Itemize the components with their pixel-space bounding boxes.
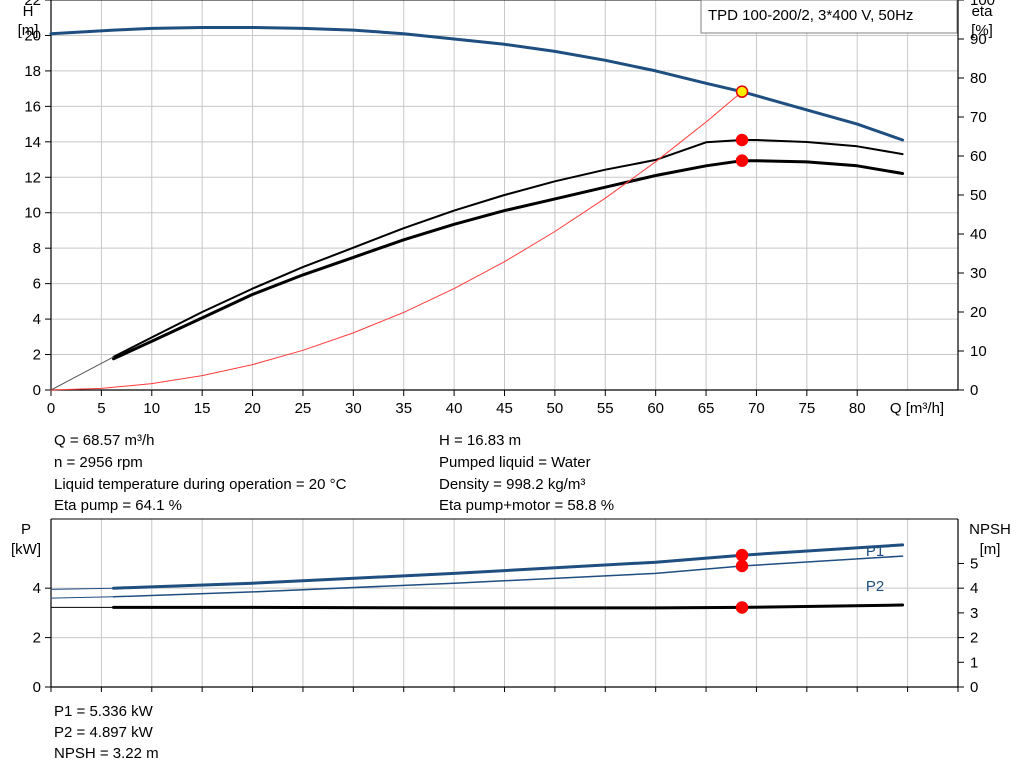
y-right-unit: [%] — [971, 22, 993, 39]
top-xtick-label: 60 — [647, 400, 664, 417]
info-main-line: Eta pump = 64.1 % — [54, 497, 182, 514]
top-ytick-left-label: 10 — [24, 205, 41, 222]
top-xtick-label: 55 — [597, 400, 614, 417]
top-xtick-label: 5 — [97, 400, 105, 417]
info-main-line: H = 16.83 m — [439, 432, 521, 449]
y-left-label: H — [23, 3, 34, 20]
top-ytick-right-label: 60 — [970, 148, 987, 165]
top-xtick-label: 50 — [547, 400, 564, 417]
top-ytick-left-label: 0 — [33, 382, 41, 399]
p-axis-label: P — [21, 521, 31, 538]
info-power-line: P2 = 4.897 kW — [54, 724, 154, 741]
top-ytick-right-label: 90 — [970, 31, 987, 48]
top-ytick-right-label: 10 — [970, 343, 987, 360]
top-ytick-right-label: 0 — [970, 382, 978, 399]
duty-point-p1 — [735, 548, 749, 562]
top-ytick-right-label: 70 — [970, 109, 987, 126]
p2-label: P2 — [866, 578, 884, 595]
y-left-unit: [m] — [18, 22, 39, 39]
top-xtick-label: 25 — [295, 400, 312, 417]
p-axis-unit: [kW] — [11, 541, 41, 558]
bottom-ytick-left-label: 0 — [33, 679, 41, 696]
duty-point-head — [735, 85, 749, 98]
p1-extension — [50, 587, 114, 590]
title-box — [700, 0, 958, 34]
eta-pump — [112, 139, 904, 358]
p1-curve — [112, 543, 905, 590]
top-ytick-right-label: 50 — [970, 187, 987, 204]
top-xtick-label: 0 — [47, 400, 55, 417]
top-ytick-right-label: 100 — [970, 0, 995, 9]
top-xtick-label: 15 — [194, 400, 211, 417]
top-ytick-left-label: 6 — [33, 276, 41, 293]
top-xtick-label: 40 — [446, 400, 463, 417]
top-ytick-right-label: 30 — [970, 265, 987, 282]
info-main-line: Liquid temperature during operation = 20… — [54, 476, 347, 493]
head-curve — [49, 26, 905, 142]
bottom-ytick-right-label: 3 — [970, 605, 978, 622]
npsh-axis-label: NPSH — [969, 521, 1011, 538]
top-xtick-label: 65 — [698, 400, 715, 417]
duty-point-eta-pump — [735, 133, 749, 147]
info-power-line: P1 = 5.336 kW — [54, 703, 154, 720]
eta-extension — [50, 356, 114, 391]
top-xtick-label: 10 — [143, 400, 160, 417]
top-xtick-label: 45 — [496, 400, 513, 417]
eta-pump-motor — [112, 159, 905, 361]
npsh-axis-unit: [m] — [980, 541, 1001, 558]
bottom-ytick-right-label: 4 — [970, 580, 978, 597]
info-main-line: Q = 68.57 m³/h — [54, 432, 154, 449]
top-xtick-label: 35 — [395, 400, 412, 417]
bottom-ytick-right-label: 2 — [970, 630, 978, 647]
top-xtick-label: 70 — [748, 400, 765, 417]
p2-extension — [50, 596, 114, 599]
bottom-ytick-right-label: 0 — [970, 679, 978, 696]
info-main-line: Eta pump+motor = 58.8 % — [439, 497, 614, 514]
top-ytick-left-label: 20 — [24, 27, 41, 44]
duty-point-eta-total — [735, 154, 749, 167]
duty-point-npsh — [735, 601, 749, 614]
npsh-curve — [112, 603, 905, 610]
system-curve — [50, 91, 743, 391]
p1-label: P1 — [866, 543, 884, 560]
bottom-ytick-right-label: 5 — [970, 555, 978, 572]
bottom-ytick-right-label: 1 — [970, 654, 978, 671]
info-power-line: NPSH = 3.22 m — [54, 745, 159, 762]
top-ytick-left-label: 22 — [24, 0, 41, 9]
top-ytick-right-label: 20 — [970, 304, 987, 321]
top-ytick-left-label: 4 — [33, 311, 41, 328]
top-ytick-left-label: 2 — [33, 347, 41, 364]
top-ytick-left-label: 12 — [24, 169, 41, 186]
x-axis-label: Q [m³/h] — [890, 400, 944, 417]
top-ytick-left-label: 8 — [33, 240, 41, 257]
top-ytick-left-label: 18 — [24, 63, 41, 80]
p2-curve — [112, 555, 904, 598]
duty-point-p2 — [735, 559, 749, 573]
y-right-label: eta — [972, 3, 994, 20]
bottom-ytick-left-label: 2 — [33, 630, 41, 647]
head-curve-extension — [50, 29, 114, 35]
top-ytick-right-label: 80 — [970, 70, 987, 87]
top-ytick-left-label: 16 — [24, 98, 41, 115]
info-main-line: Pumped liquid = Water — [439, 454, 591, 471]
bottom-ytick-left-label: 4 — [33, 580, 41, 597]
top-xtick-label: 30 — [345, 400, 362, 417]
top-ytick-left-label: 14 — [24, 134, 41, 151]
chart-title: TPD 100-200/2, 3*400 V, 50Hz — [708, 7, 913, 24]
top-xtick-label: 80 — [849, 400, 866, 417]
info-main-line: Density = 998.2 kg/m³ — [439, 476, 585, 493]
top-xtick-label: 75 — [798, 400, 815, 417]
top-ytick-right-label: 40 — [970, 226, 987, 243]
top-xtick-label: 20 — [244, 400, 261, 417]
info-main-line: n = 2956 rpm — [54, 454, 143, 471]
